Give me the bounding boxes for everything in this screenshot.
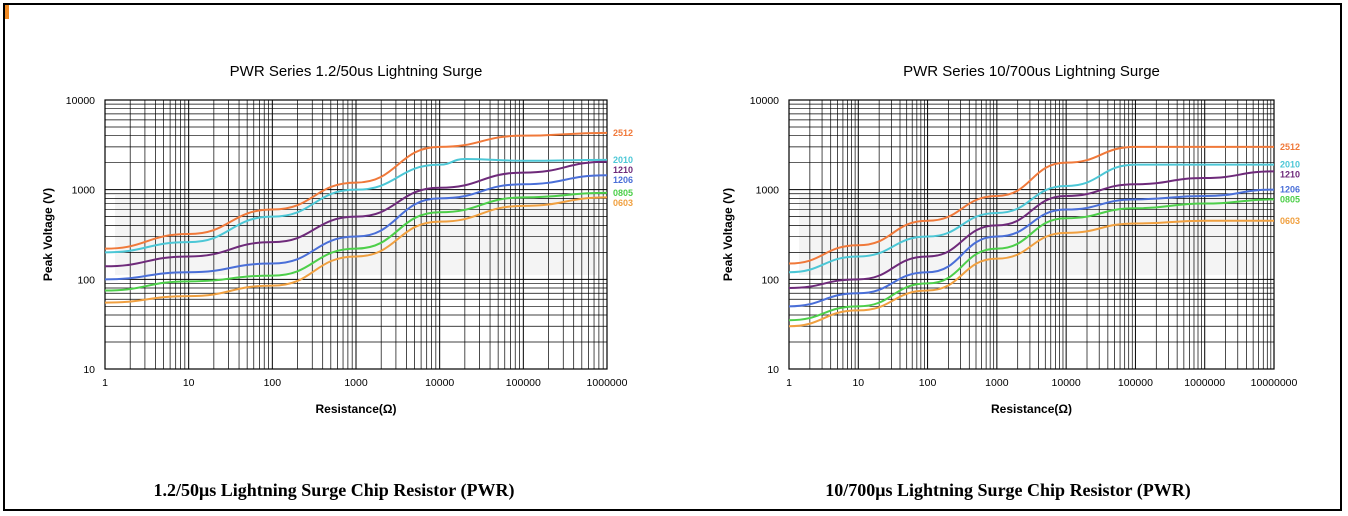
series-label-0603: 0603 [613, 198, 633, 208]
y-axis-label: Peak Voltage (V) [41, 188, 55, 281]
x-axis-label: Resistance(Ω) [991, 402, 1072, 416]
series-line-2010 [104, 157, 608, 254]
x-tick-label: 100000 [1118, 377, 1153, 389]
grid [788, 99, 1275, 370]
x-tick-label: 1000 [985, 377, 1009, 389]
series-label-1206: 1206 [613, 175, 633, 185]
plot-area-border [104, 99, 608, 370]
series-label-1206: 1206 [1280, 185, 1300, 195]
x-tick-label: 1 [102, 377, 108, 389]
x-tick-label: 1000000 [1184, 377, 1225, 389]
corner-mark [5, 5, 9, 19]
x-tick-label: 1000000 [587, 377, 628, 389]
x-tick-label: 100 [919, 377, 937, 389]
x-tick-label: 100 [264, 377, 282, 389]
series-label-1210: 1210 [1280, 170, 1300, 180]
y-tick-label: 1000 [756, 185, 780, 197]
chart-right: PWR Series 10/700us Lightning Surge 1 10 10… [674, 52, 1334, 432]
series-line-2512 [104, 131, 608, 250]
series-line-1210 [104, 160, 608, 268]
series-line-1210 [788, 170, 1275, 290]
caption-right: 10/700μs Lightning Surge Chip Resistor (… [825, 480, 1191, 500]
series-line-1206 [788, 188, 1275, 308]
series-label-0805: 0805 [613, 188, 633, 198]
y-tick-label: 10000 [66, 95, 95, 107]
series-label-2512: 2512 [613, 128, 633, 138]
chart-title: PWR Series 10/700us Lightning Surge [903, 63, 1160, 80]
series-line-0805 [104, 191, 608, 292]
series-label-0603: 0603 [1280, 216, 1300, 226]
x-tick-label: 10 [852, 377, 864, 389]
y-tick-label: 10000 [750, 95, 779, 107]
x-tick-label: 10000 [1052, 377, 1081, 389]
y-tick-label: 100 [77, 274, 95, 286]
x-tick-label: 1000 [344, 377, 368, 389]
series-label-1210: 1210 [613, 165, 633, 175]
series-line-1206 [104, 174, 608, 281]
chart-svg: PWR Series 10/700us Lightning Surge 1 10 10… [721, 63, 1300, 416]
plot-area-border [788, 99, 1275, 370]
y-tick-label: 10 [83, 364, 95, 376]
series-line-0603 [104, 196, 608, 304]
x-tick-label: 10000 [425, 377, 454, 389]
y-axis-label: Peak Voltage (V) [721, 188, 735, 281]
series-line-2512 [788, 145, 1274, 265]
x-tick-label: 1 [786, 377, 792, 389]
x-tick-label: 10000000 [1251, 377, 1298, 389]
grid [104, 99, 608, 370]
series-line-0603 [788, 219, 1274, 328]
series-label-2010: 2010 [613, 155, 633, 165]
x-axis-label: Resistance(Ω) [316, 402, 397, 416]
chart-title: PWR Series 1.2/50us Lightning Surge [230, 63, 483, 80]
y-tick-label: 10 [767, 364, 779, 376]
series-label-0805: 0805 [1280, 195, 1300, 205]
series-label-2010: 2010 [1280, 160, 1300, 170]
caption-left: 1.2/50μs Lightning Surge Chip Resistor (… [153, 480, 515, 500]
y-tick-label: 100 [761, 274, 779, 286]
series-line-2010 [788, 163, 1274, 274]
chart-svg: PWR Series 1.2/50us Lightning Surge 1 10 10… [41, 63, 633, 416]
chart-left: PWR Series 1.2/50us Lightning Surge 1 10 10… [0, 52, 660, 432]
watermark-band [799, 195, 1264, 275]
series-line-0805 [788, 198, 1275, 322]
x-tick-label: 10 [183, 377, 195, 389]
x-tick-label: 100000 [506, 377, 541, 389]
y-tick-label: 1000 [72, 185, 96, 197]
series-label-2512: 2512 [1280, 142, 1300, 152]
